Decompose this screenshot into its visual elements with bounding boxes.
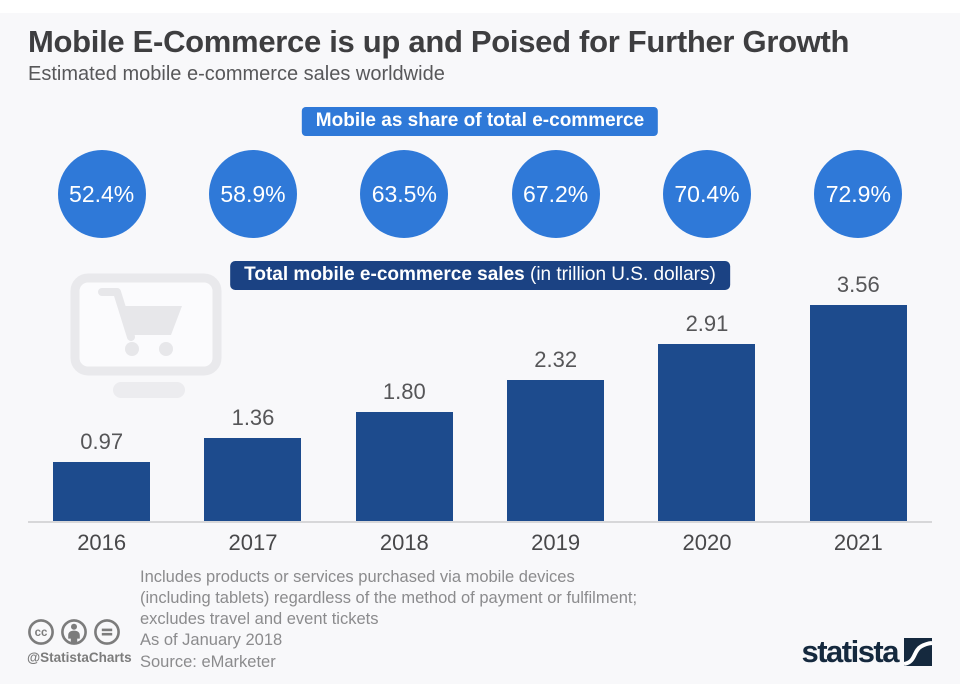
share-percentage-circle: 72.9% (814, 150, 903, 238)
source-line: Source: eMarketer (140, 653, 276, 671)
bar-column: 2.91 (631, 311, 782, 521)
bar-column: 1.36 (177, 405, 328, 521)
bar-value-label: 1.36 (231, 405, 275, 430)
bar-column: 3.56 (783, 272, 934, 521)
equals-no-derivatives-icon (94, 619, 120, 645)
year-label: 2021 (833, 530, 883, 555)
bar-value-label: 3.56 (836, 272, 880, 297)
page-title: Mobile E-Commerce is up and Poised for F… (28, 24, 850, 59)
sales-bar (809, 305, 907, 521)
share-percentage-circle: 52.4% (57, 150, 146, 238)
sales-bar (355, 412, 453, 521)
share-of-ecommerce-badge: Mobile as share of total e-commerce (301, 107, 659, 136)
year-label: 2020 (682, 530, 732, 555)
creative-commons-icons: cc (27, 618, 121, 646)
statista-charts-handle: @StatistaCharts (27, 650, 132, 665)
svg-text:cc: cc (35, 627, 48, 639)
share-percentage-circle: 63.5% (360, 150, 449, 238)
footnote-line: excludes travel and event tickets (140, 610, 379, 628)
total-sales-badge: Total mobile e-commerce sales (in trilli… (230, 261, 730, 290)
bar-column: 0.97 (26, 429, 177, 521)
share-percentage-circle: 70.4% (662, 150, 751, 238)
bar-value-label: 1.80 (382, 379, 426, 404)
sales-bar (53, 462, 151, 521)
top-white-strip (0, 0, 960, 13)
total-sales-badge-unit: (in trillion U.S. dollars) (524, 264, 716, 285)
x-axis-baseline (28, 521, 932, 523)
year-label: 2019 (531, 530, 581, 555)
year-label: 2018 (379, 530, 429, 555)
statista-logo: statista (801, 634, 932, 669)
sales-bar (507, 380, 605, 521)
share-circles-row: 52.4% 58.9% 63.5% 67.2% 70.4% 72.9% (26, 150, 934, 238)
bar-column: 2.32 (480, 347, 631, 521)
bar-value-label: 0.97 (80, 429, 124, 454)
year-label: 2017 (228, 530, 278, 555)
bar-column: 1.80 (329, 379, 480, 521)
bar-chart: 0.97 1.36 1.80 2.32 2.91 3.56 (26, 270, 934, 521)
cc-icon: cc (28, 619, 54, 645)
share-circle-column: 52.4% (26, 150, 177, 238)
share-circle-column: 63.5% (329, 150, 480, 238)
share-circle-column: 70.4% (631, 150, 782, 238)
share-circle-column: 67.2% (480, 150, 631, 238)
footnote-block: Includes products or services purchased … (140, 567, 637, 651)
share-circle-column: 58.9% (177, 150, 328, 238)
page-subtitle: Estimated mobile e-commerce sales worldw… (28, 63, 445, 85)
bar-value-label: 2.91 (685, 311, 729, 336)
footnote-line: Includes products or services purchased … (140, 568, 575, 586)
share-circle-column: 72.9% (783, 150, 934, 238)
footnote-line: As of January 2018 (140, 631, 283, 649)
x-axis-labels: 2016 2017 2018 2019 2020 2021 (26, 530, 934, 556)
attribution-person-icon (61, 619, 87, 645)
statista-logo-text: statista (801, 634, 899, 669)
sales-bar (204, 438, 302, 521)
statista-logo-mark-icon (904, 638, 932, 666)
monitor-with-shopping-cart-icon (70, 273, 222, 398)
share-percentage-circle: 58.9% (208, 150, 297, 238)
sales-bar (658, 344, 756, 521)
year-label: 2016 (77, 530, 127, 555)
share-percentage-circle: 67.2% (511, 150, 600, 238)
total-sales-badge-bold: Total mobile e-commerce sales (244, 264, 525, 285)
footnote-line: (including tablets) regardless of the me… (140, 589, 638, 607)
bar-value-label: 2.32 (534, 347, 578, 372)
